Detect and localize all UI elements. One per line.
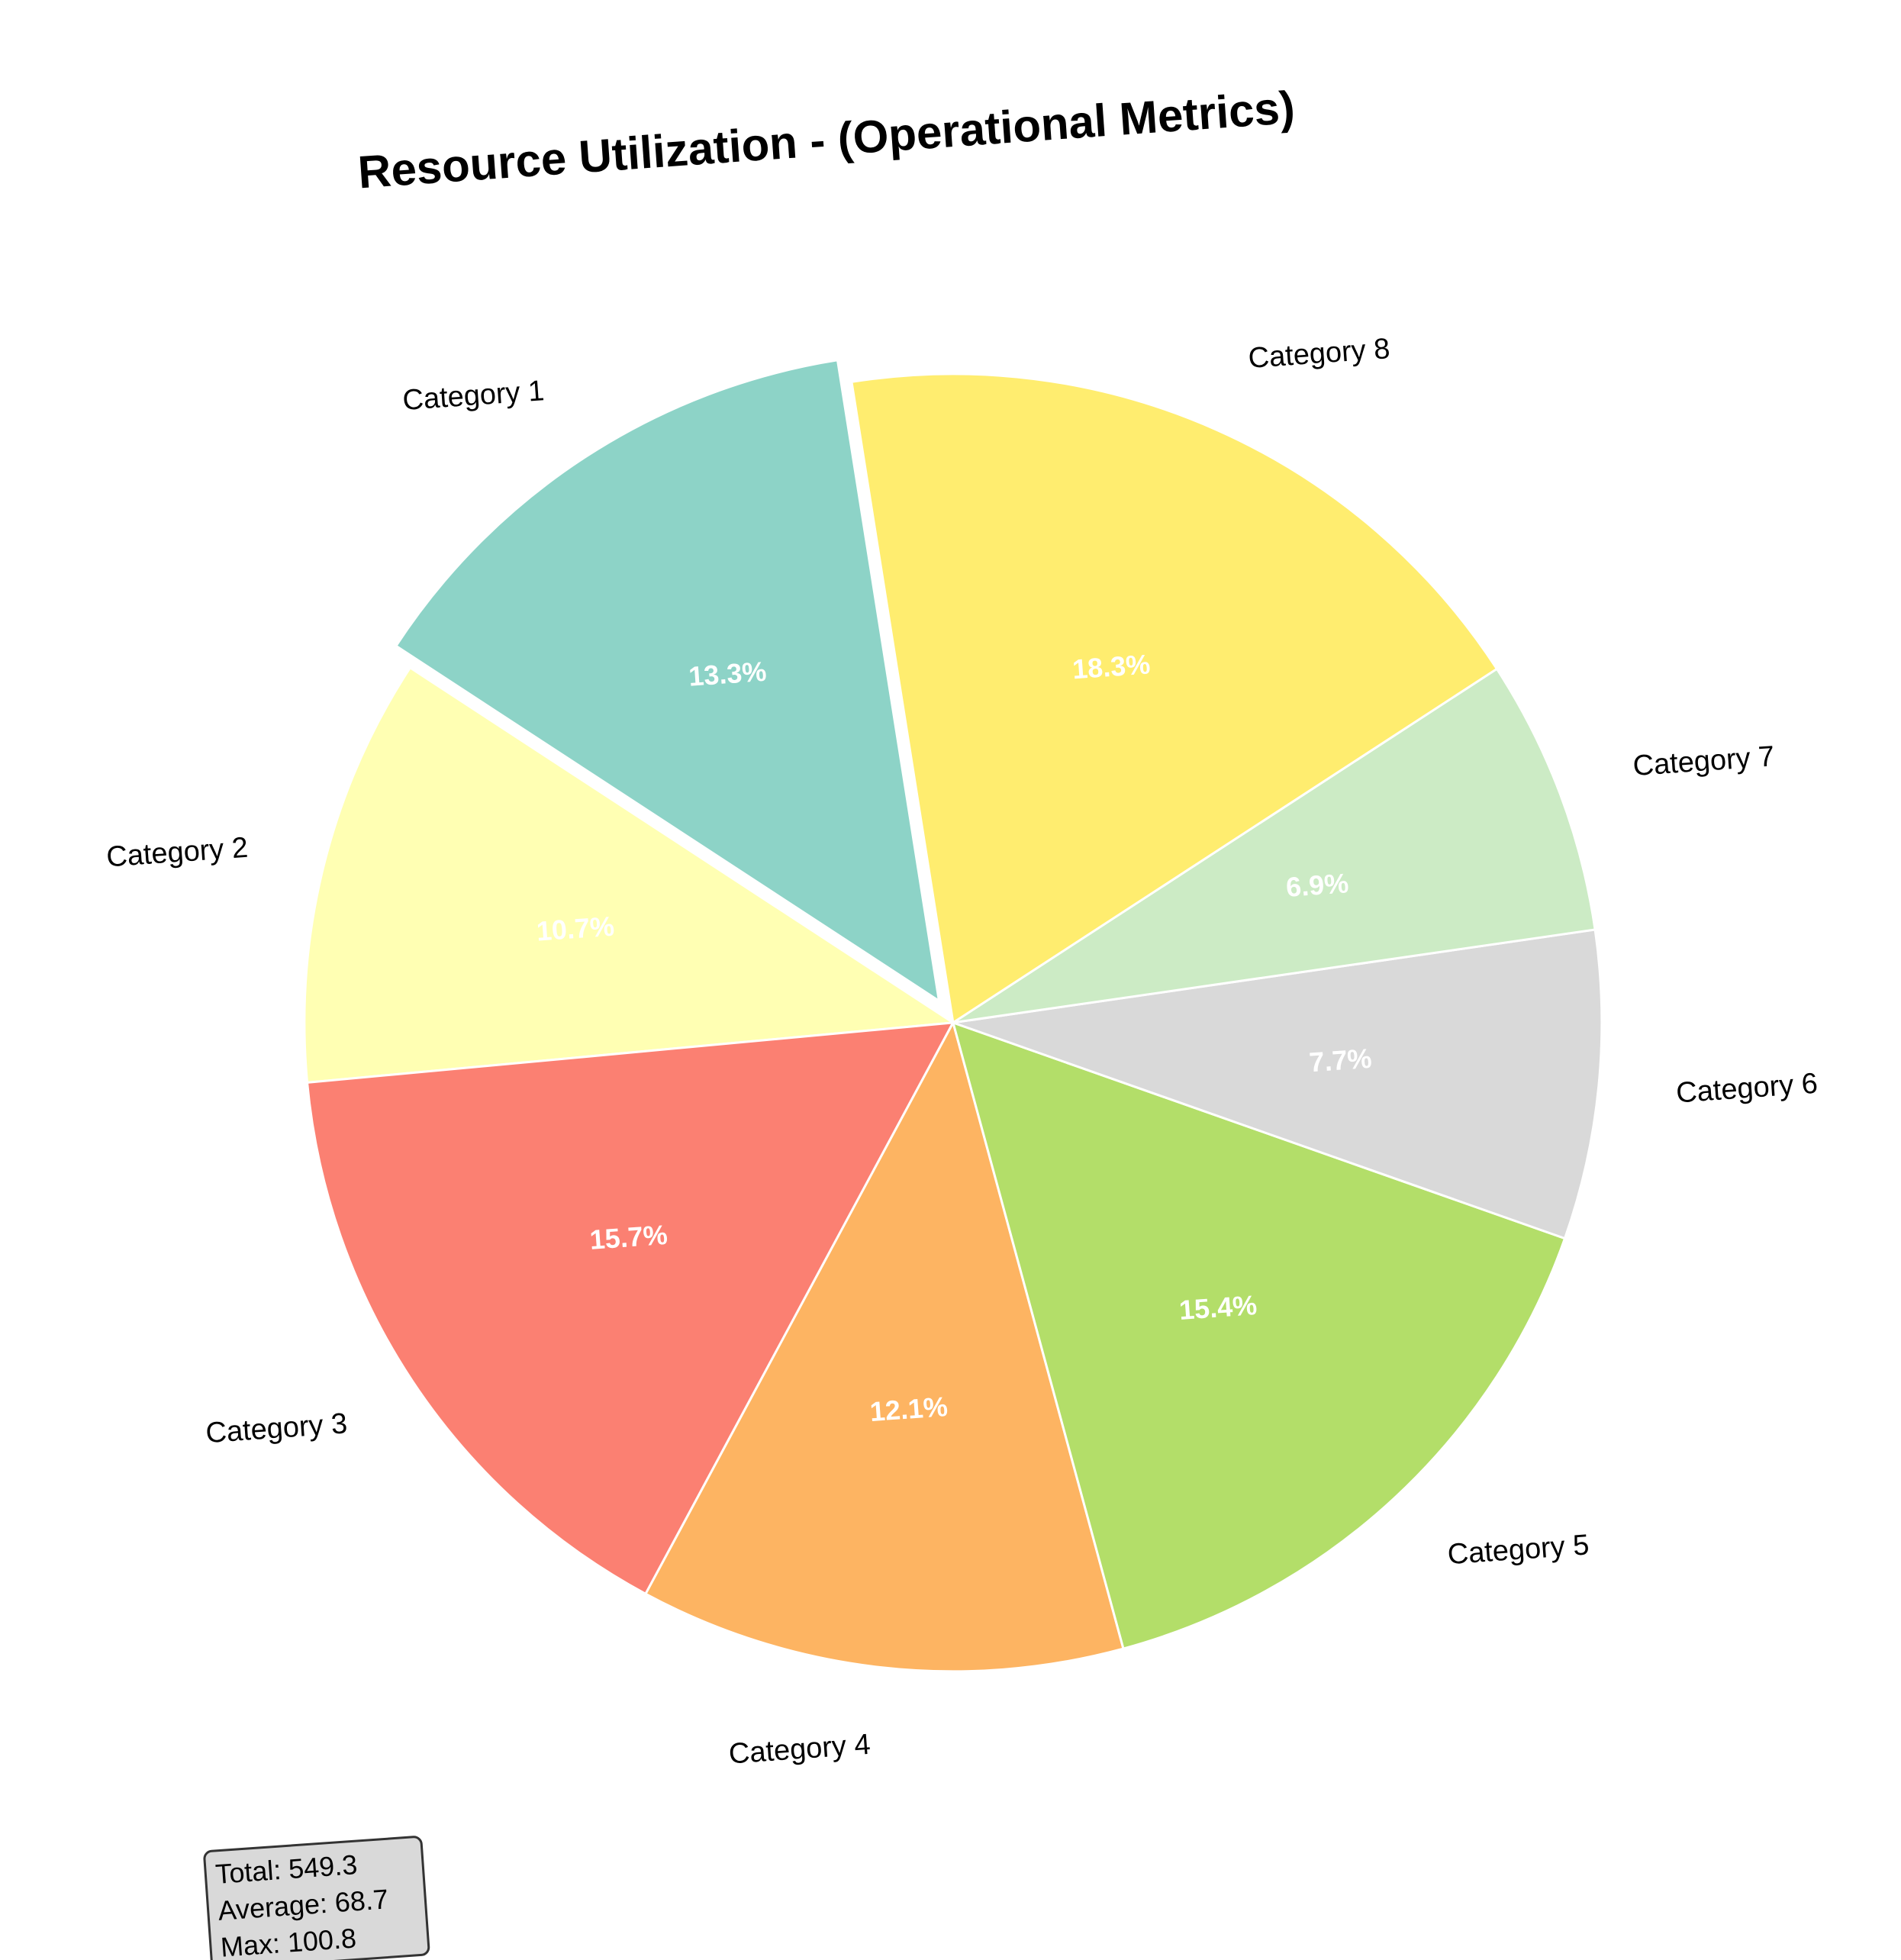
category-label-4: Category 4	[728, 1729, 872, 1771]
category-label-8: Category 8	[1247, 333, 1390, 375]
category-label-2: Category 2	[105, 832, 249, 874]
category-label-6: Category 6	[1675, 1068, 1819, 1110]
percent-label-8: 18.3%	[1071, 648, 1152, 685]
category-label-1: Category 1	[401, 375, 545, 417]
percent-label-4: 12.1%	[868, 1391, 949, 1427]
percent-label-6: 7.7%	[1308, 1043, 1373, 1078]
pie-slices	[303, 359, 1603, 1673]
percent-label-2: 10.7%	[536, 911, 616, 947]
category-label-7: Category 7	[1632, 740, 1775, 782]
pie-slice-7	[952, 667, 1597, 1024]
pie-slice-1	[394, 359, 941, 1004]
stats-box: Total: 549.3 Average: 68.7 Max: 100.8	[203, 1836, 430, 1960]
percent-label-7: 6.9%	[1285, 867, 1350, 903]
percent-labels: 13.3% 10.7% 15.7% 12.1% 15.4% 7.7% 6.9% 18.3%	[536, 648, 1373, 1427]
pie-slice-4	[643, 1019, 1125, 1673]
percent-label-3: 15.7%	[588, 1219, 669, 1256]
pie-slice-2	[303, 666, 957, 1085]
pie-slice-5	[951, 1020, 1567, 1650]
percent-label-1: 13.3%	[688, 656, 768, 692]
category-label-3: Category 3	[205, 1407, 348, 1449]
pie-slice-3	[305, 1021, 955, 1596]
percent-label-5: 15.4%	[1178, 1289, 1258, 1326]
pie-slice-8	[850, 372, 1499, 1025]
chart-title: Resource Utilization - (Operational Metr…	[356, 82, 1297, 198]
pie-slice-6	[952, 928, 1603, 1240]
category-label-5: Category 5	[1446, 1529, 1590, 1571]
